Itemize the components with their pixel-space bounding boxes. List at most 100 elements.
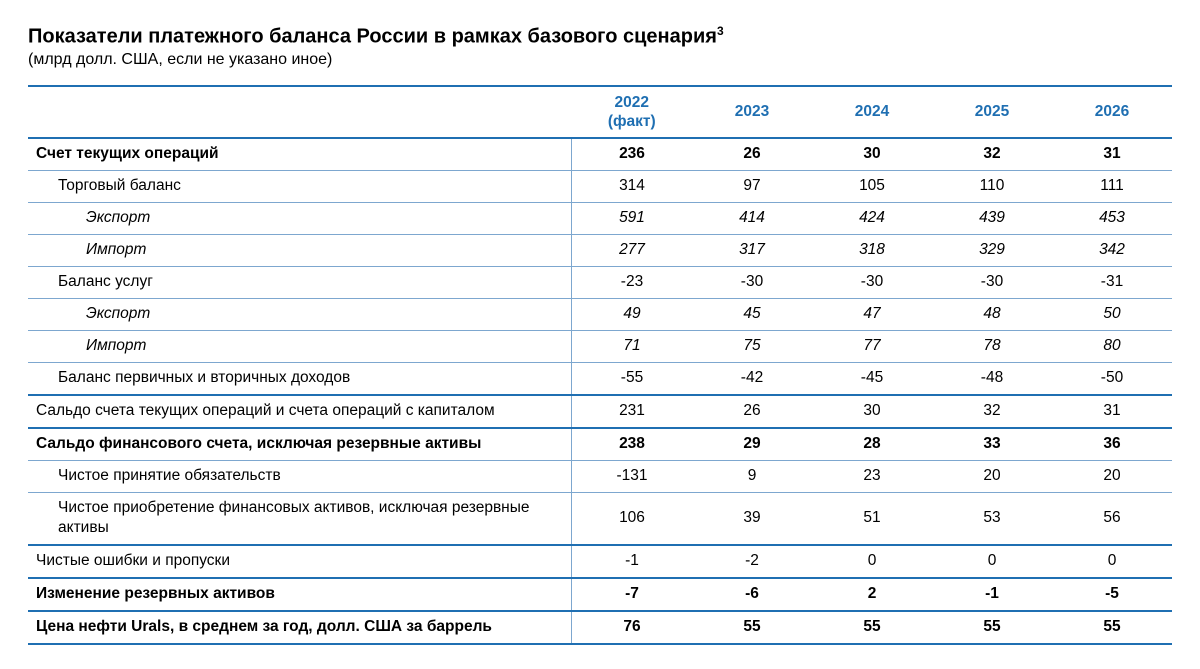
row-value: 77: [812, 330, 932, 362]
row-value: 591: [572, 203, 693, 235]
table-body: Счет текущих операций23626303231Торговый…: [28, 138, 1172, 644]
table-row: Чистые ошибки и пропуски-1-2000: [28, 545, 1172, 578]
row-value: 318: [812, 235, 932, 267]
row-value: 48: [932, 299, 1052, 331]
row-value: 20: [932, 460, 1052, 492]
table-row: Баланс услуг-23-30-30-30-31: [28, 267, 1172, 299]
row-value: 28: [812, 428, 932, 460]
page-title: Показатели платежного баланса России в р…: [28, 24, 1172, 49]
row-value: 111: [1052, 171, 1172, 203]
table-row: Баланс первичных и вторичных доходов-55-…: [28, 362, 1172, 394]
row-value: -23: [572, 267, 693, 299]
table-row: Чистое приобретение финансовых активов, …: [28, 492, 1172, 545]
row-label: Чистое принятие обязательств: [28, 460, 572, 492]
row-value: -1: [572, 545, 693, 578]
row-value: 105: [812, 171, 932, 203]
row-label: Экспорт: [28, 299, 572, 331]
row-value: 71: [572, 330, 693, 362]
row-value: 424: [812, 203, 932, 235]
row-value: 0: [812, 545, 932, 578]
row-value: 78: [932, 330, 1052, 362]
row-value: 33: [932, 428, 1052, 460]
table-row: Чистое принятие обязательств-1319232020: [28, 460, 1172, 492]
table-row: Изменение резервных активов-7-62-1-5: [28, 578, 1172, 611]
row-value: 97: [692, 171, 812, 203]
row-label: Сальдо финансового счета, исключая резер…: [28, 428, 572, 460]
row-value: 32: [932, 138, 1052, 170]
table-row: Сальдо финансового счета, исключая резер…: [28, 428, 1172, 460]
row-value: 49: [572, 299, 693, 331]
row-label: Чистое приобретение финансовых активов, …: [28, 492, 572, 545]
row-label: Экспорт: [28, 203, 572, 235]
title-text: Показатели платежного баланса России в р…: [28, 26, 717, 48]
row-value: 80: [1052, 330, 1172, 362]
row-value: 39: [692, 492, 812, 545]
row-value: -1: [932, 578, 1052, 611]
row-label: Импорт: [28, 235, 572, 267]
row-value: 55: [692, 611, 812, 644]
row-value: 317: [692, 235, 812, 267]
row-value: -6: [692, 578, 812, 611]
row-label: Баланс услуг: [28, 267, 572, 299]
row-value: -42: [692, 362, 812, 394]
row-value: 56: [1052, 492, 1172, 545]
row-value: 30: [812, 395, 932, 428]
row-value: 238: [572, 428, 693, 460]
row-value: 277: [572, 235, 693, 267]
row-value: -48: [932, 362, 1052, 394]
row-label: Баланс первичных и вторичных доходов: [28, 362, 572, 394]
row-value: -5: [1052, 578, 1172, 611]
row-value: 76: [572, 611, 693, 644]
table-row: Цена нефти Urals, в среднем за год, долл…: [28, 611, 1172, 644]
table-row: Экспорт591414424439453: [28, 203, 1172, 235]
row-value: 314: [572, 171, 693, 203]
row-value: 53: [932, 492, 1052, 545]
header-blank: [28, 86, 572, 139]
row-value: 236: [572, 138, 693, 170]
row-value: 23: [812, 460, 932, 492]
row-value: 55: [1052, 611, 1172, 644]
row-value: -50: [1052, 362, 1172, 394]
row-value: 55: [932, 611, 1052, 644]
row-label: Сальдо счета текущих операций и счета оп…: [28, 395, 572, 428]
row-value: 30: [812, 138, 932, 170]
row-label: Цена нефти Urals, в среднем за год, долл…: [28, 611, 572, 644]
row-value: 26: [692, 395, 812, 428]
table-row: Импорт7175777880: [28, 330, 1172, 362]
row-value: 31: [1052, 138, 1172, 170]
row-value: 329: [932, 235, 1052, 267]
row-value: 75: [692, 330, 812, 362]
row-value: -2: [692, 545, 812, 578]
header-col-0: 2022(факт): [572, 86, 693, 139]
row-value: 0: [932, 545, 1052, 578]
row-value: 55: [812, 611, 932, 644]
row-value: 45: [692, 299, 812, 331]
row-label: Изменение резервных активов: [28, 578, 572, 611]
table-row: Торговый баланс31497105110111: [28, 171, 1172, 203]
row-value: 2: [812, 578, 932, 611]
row-value: 50: [1052, 299, 1172, 331]
row-value: 106: [572, 492, 693, 545]
row-value: 47: [812, 299, 932, 331]
row-value: 110: [932, 171, 1052, 203]
row-value: -30: [692, 267, 812, 299]
table-row: Счет текущих операций23626303231: [28, 138, 1172, 170]
row-value: 439: [932, 203, 1052, 235]
row-value: 20: [1052, 460, 1172, 492]
balance-table: 2022(факт)2023202420252026 Счет текущих …: [28, 85, 1172, 646]
title-footnote: 3: [717, 24, 724, 38]
row-value: 26: [692, 138, 812, 170]
row-value: -30: [932, 267, 1052, 299]
table-row: Сальдо счета текущих операций и счета оп…: [28, 395, 1172, 428]
header-col-1: 2023: [692, 86, 812, 139]
table-header-row: 2022(факт)2023202420252026: [28, 86, 1172, 139]
row-value: 51: [812, 492, 932, 545]
row-value: -131: [572, 460, 693, 492]
row-value: -45: [812, 362, 932, 394]
table-row: Импорт277317318329342: [28, 235, 1172, 267]
row-value: 29: [692, 428, 812, 460]
header-col-3: 2025: [932, 86, 1052, 139]
header-col-4: 2026: [1052, 86, 1172, 139]
header-col-2: 2024: [812, 86, 932, 139]
row-label: Торговый баланс: [28, 171, 572, 203]
